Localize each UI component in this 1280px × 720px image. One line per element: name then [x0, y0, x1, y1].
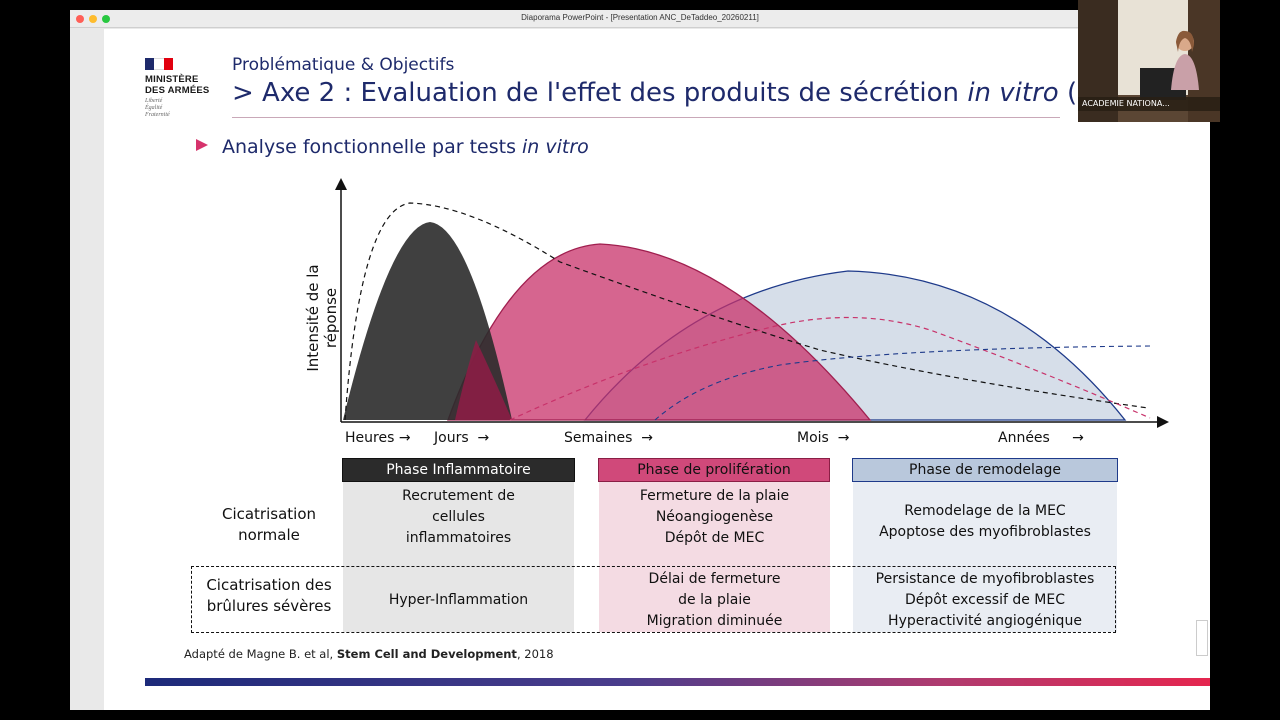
webcam-label: ACADEMIE NATIONA...: [1078, 97, 1220, 111]
cell-proliferation-normal: Fermeture de la plaie Néoangiogenèse Dép…: [599, 486, 830, 549]
y-axis-label: Intensité de la réponse: [304, 264, 340, 372]
time-label-heures-text: Heures: [345, 430, 395, 446]
slide-scroll-thumb[interactable]: [1196, 620, 1208, 656]
phase-inflammatory-header: Phase Inflammatoire: [342, 458, 575, 482]
slide-title: > Axe 2 : Evaluation de l'effet des prod…: [232, 78, 1104, 108]
time-label-annees: Années →: [998, 430, 1084, 446]
cell-text: Dépôt de MEC: [664, 530, 765, 546]
dashed-proliferation-curve: [509, 316, 1151, 421]
time-label-semaines: Semaines →: [564, 430, 654, 446]
cell-remodeling-burn: Persistance de myofibroblastes Dépôt exc…: [853, 569, 1117, 632]
row-label-burn-line1: Cicatrisation des: [206, 576, 332, 594]
remodeling-column: [853, 482, 1117, 632]
row-label-normal-line1: Cicatrisation: [221, 505, 317, 523]
proliferation-column: [599, 482, 830, 632]
time-label-jours-text: Jours: [434, 430, 469, 446]
time-label-jours: Jours →: [434, 430, 490, 446]
inflammatory-column: [343, 482, 574, 632]
cell-text: Dépôt excessif de MEC: [904, 592, 1065, 608]
slide-subtitle: Problématique & Objectifs: [232, 55, 455, 75]
time-label-semaines-text: Semaines: [564, 430, 633, 446]
bullet-text-main: Analyse fonctionnelle par tests: [222, 136, 523, 158]
cell-text: Migration diminuée: [646, 613, 783, 629]
bullet-text-italic: in vitro: [522, 136, 589, 158]
cell-inflammatory-burn: Hyper-Inflammation: [343, 590, 574, 611]
logo-motto-1: Liberté: [145, 98, 163, 104]
healing-phases-diagram: [335, 178, 1169, 428]
title-divider: [232, 117, 1060, 118]
source-year: , 2018: [516, 647, 554, 661]
row-label-burn: Cicatrisation des brûlures sévères: [200, 575, 338, 617]
time-label-mois-text: Mois: [797, 430, 829, 446]
cell-text: Apoptose des myofibroblastes: [879, 524, 1091, 540]
cell-text: Néoangiogenèse: [655, 509, 774, 525]
row-label-normal-line2: normale: [238, 526, 300, 544]
source-prefix: Adapté de Magne B. et al,: [184, 647, 337, 661]
phase-remodeling-header: Phase de remodelage: [852, 458, 1118, 482]
cell-text: Remodelage de la MEC: [904, 503, 1066, 519]
close-window-button[interactable]: [76, 15, 84, 23]
logo-motto-3: Fraternité: [145, 112, 170, 118]
cell-text: inflammatoires: [405, 530, 512, 546]
time-label-heures: Heures →: [345, 430, 411, 446]
minimize-window-button[interactable]: [89, 15, 97, 23]
logo-line-2: DES ARMÉES: [145, 85, 210, 96]
french-flag-icon: [145, 58, 173, 70]
phase-proliferation-header: Phase de prolifération: [598, 458, 830, 482]
cell-text: de la plaie: [678, 592, 751, 608]
bullet-arrow-icon: [196, 139, 208, 151]
row-label-burn-line2: brûlures sévères: [206, 597, 332, 615]
inflammatory-proliferation-overlap: [455, 340, 512, 420]
time-label-annees-text: Années: [998, 430, 1050, 446]
slide-title-italic: in vitro: [967, 78, 1059, 108]
logo-motto-2: Égalité: [145, 105, 163, 111]
source-citation: Adapté de Magne B. et al, Stem Cell and …: [184, 647, 554, 661]
row-label-normal: Cicatrisation normale: [200, 504, 338, 546]
logo-line-1: MINISTÈRE: [145, 74, 199, 85]
cell-text: Persistance de myofibroblastes: [875, 571, 1095, 587]
cell-text: Fermeture de la plaie: [639, 488, 790, 504]
cell-inflammatory-normal: Recrutement de cellules inflammatoires: [343, 486, 574, 549]
cell-text: Délai de fermeture: [648, 571, 781, 587]
cell-text: Recrutement de: [402, 488, 515, 504]
bullet-text: Analyse fonctionnelle par tests in vitro: [222, 136, 589, 158]
cell-text: Hyper-Inflammation: [388, 592, 529, 608]
maximize-window-button[interactable]: [102, 15, 110, 23]
source-journal: Stem Cell and Development: [336, 647, 517, 661]
window-title: Diaporama PowerPoint - [Presentation ANC…: [521, 13, 759, 22]
cell-text: cellules: [432, 509, 485, 525]
window-titlebar: Diaporama PowerPoint - [Presentation ANC…: [70, 10, 1210, 28]
dashed-response-curve: [344, 202, 1149, 421]
cell-text: Hyperactivité angiogénique: [888, 613, 1082, 629]
footer-gradient-bar: [145, 678, 1210, 686]
slide-title-main: > Axe 2 : Evaluation de l'effet des prod…: [232, 78, 968, 108]
cell-remodeling-normal: Remodelage de la MEC Apoptose des myofib…: [853, 501, 1117, 543]
cell-proliferation-burn: Délai de fermeture de la plaie Migration…: [599, 569, 830, 632]
burn-row-dashed-box: [191, 566, 1116, 633]
time-label-mois: Mois →: [797, 430, 850, 446]
